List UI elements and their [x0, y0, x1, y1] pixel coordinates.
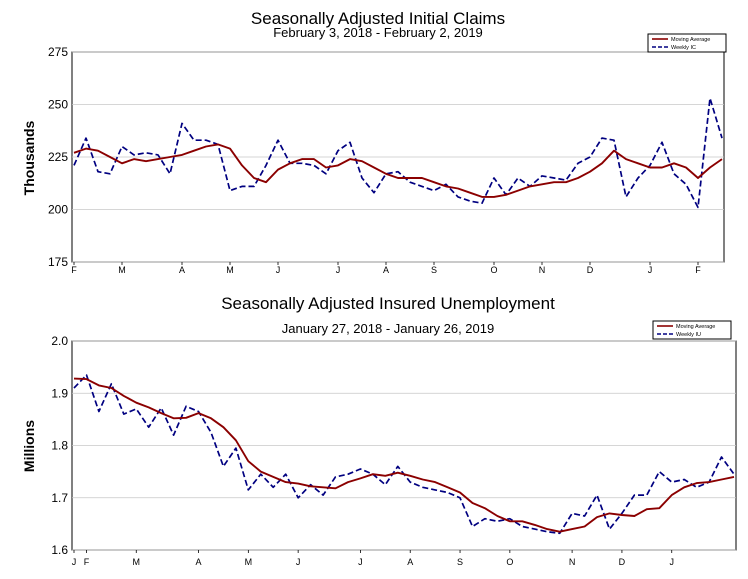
- x-tick-label: J: [648, 265, 653, 275]
- legend-label-moving-average: Moving Average: [676, 324, 715, 330]
- legend-label-weekly-iu: Weekly IU: [676, 332, 701, 338]
- x-tick-label: J: [296, 557, 301, 567]
- chart-subtitle: January 27, 2018 - January 26, 2019: [282, 321, 494, 336]
- legend: Moving Average Weekly IC: [647, 33, 727, 53]
- y-tick-label: 2.0: [51, 334, 68, 348]
- x-tick-label: O: [506, 557, 513, 567]
- legend: Moving Average Weekly IU: [652, 320, 732, 340]
- y-tick-label: 1.6: [51, 543, 68, 557]
- x-tick-label: N: [569, 557, 576, 567]
- x-tick-label: F: [84, 557, 90, 567]
- series-line-weekly-iu: [73, 374, 735, 535]
- x-tick-label: A: [179, 265, 185, 275]
- x-tick-label: M: [245, 557, 253, 567]
- chart-title: Seasonally Adjusted Insured Unemployment: [221, 294, 555, 313]
- insured-unemployment-chart: Seasonally Adjusted Insured Unemployment…: [21, 294, 737, 567]
- x-tick-label: A: [383, 265, 389, 275]
- y-tick-labels: 175 200 225 250 275: [48, 45, 68, 269]
- x-tick-label: M: [133, 557, 141, 567]
- y-tick-labels: 1.6 1.7 1.8 1.9 2.0: [51, 334, 68, 557]
- x-tick-label: F: [71, 265, 77, 275]
- x-tick-label: M: [118, 265, 126, 275]
- x-tick-label: A: [407, 557, 413, 567]
- x-tick-label: F: [695, 265, 701, 275]
- y-tick-label: 1.9: [51, 386, 68, 400]
- y-tick-label: 175: [48, 255, 68, 269]
- x-tick-label: A: [196, 557, 202, 567]
- series-line-weekly-ic: [73, 97, 723, 209]
- grid-lines: [72, 51, 724, 263]
- x-tick-label: J: [276, 265, 281, 275]
- x-tick-label: J: [336, 265, 341, 275]
- y-axis-label: Thousands: [21, 120, 37, 195]
- y-tick-label: 225: [48, 150, 68, 164]
- x-tick-label: D: [619, 557, 626, 567]
- x-tick-label: O: [490, 265, 497, 275]
- y-tick-label: 275: [48, 45, 68, 59]
- x-tick-label: J: [72, 557, 77, 567]
- y-tick-label: 200: [48, 203, 68, 217]
- y-tick-label: 1.8: [51, 439, 68, 453]
- y-tick-label: 1.7: [51, 491, 68, 505]
- x-tick-label: S: [457, 557, 463, 567]
- series-lines: [73, 97, 723, 209]
- legend-label-moving-average: Moving Average: [671, 37, 710, 43]
- initial-claims-chart: Seasonally Adjusted Initial Claims Febru…: [21, 9, 727, 275]
- series-line-moving-average: [73, 143, 723, 198]
- series-lines: [73, 374, 735, 535]
- x-tick-label: M: [226, 265, 234, 275]
- x-tick-label: S: [431, 265, 437, 275]
- x-tick-label: J: [358, 557, 363, 567]
- series-line-moving-average: [73, 377, 735, 533]
- grid-lines: [72, 340, 736, 551]
- x-tick-label: D: [587, 265, 594, 275]
- legend-label-weekly-ic: Weekly IC: [671, 45, 696, 51]
- y-axis-label: Millions: [21, 420, 37, 472]
- chart-title: Seasonally Adjusted Initial Claims: [251, 9, 505, 28]
- y-tick-label: 250: [48, 98, 68, 112]
- chart-subtitle: February 3, 2018 - February 2, 2019: [273, 25, 483, 40]
- x-tick-label: N: [539, 265, 546, 275]
- x-tick-label: J: [669, 557, 674, 567]
